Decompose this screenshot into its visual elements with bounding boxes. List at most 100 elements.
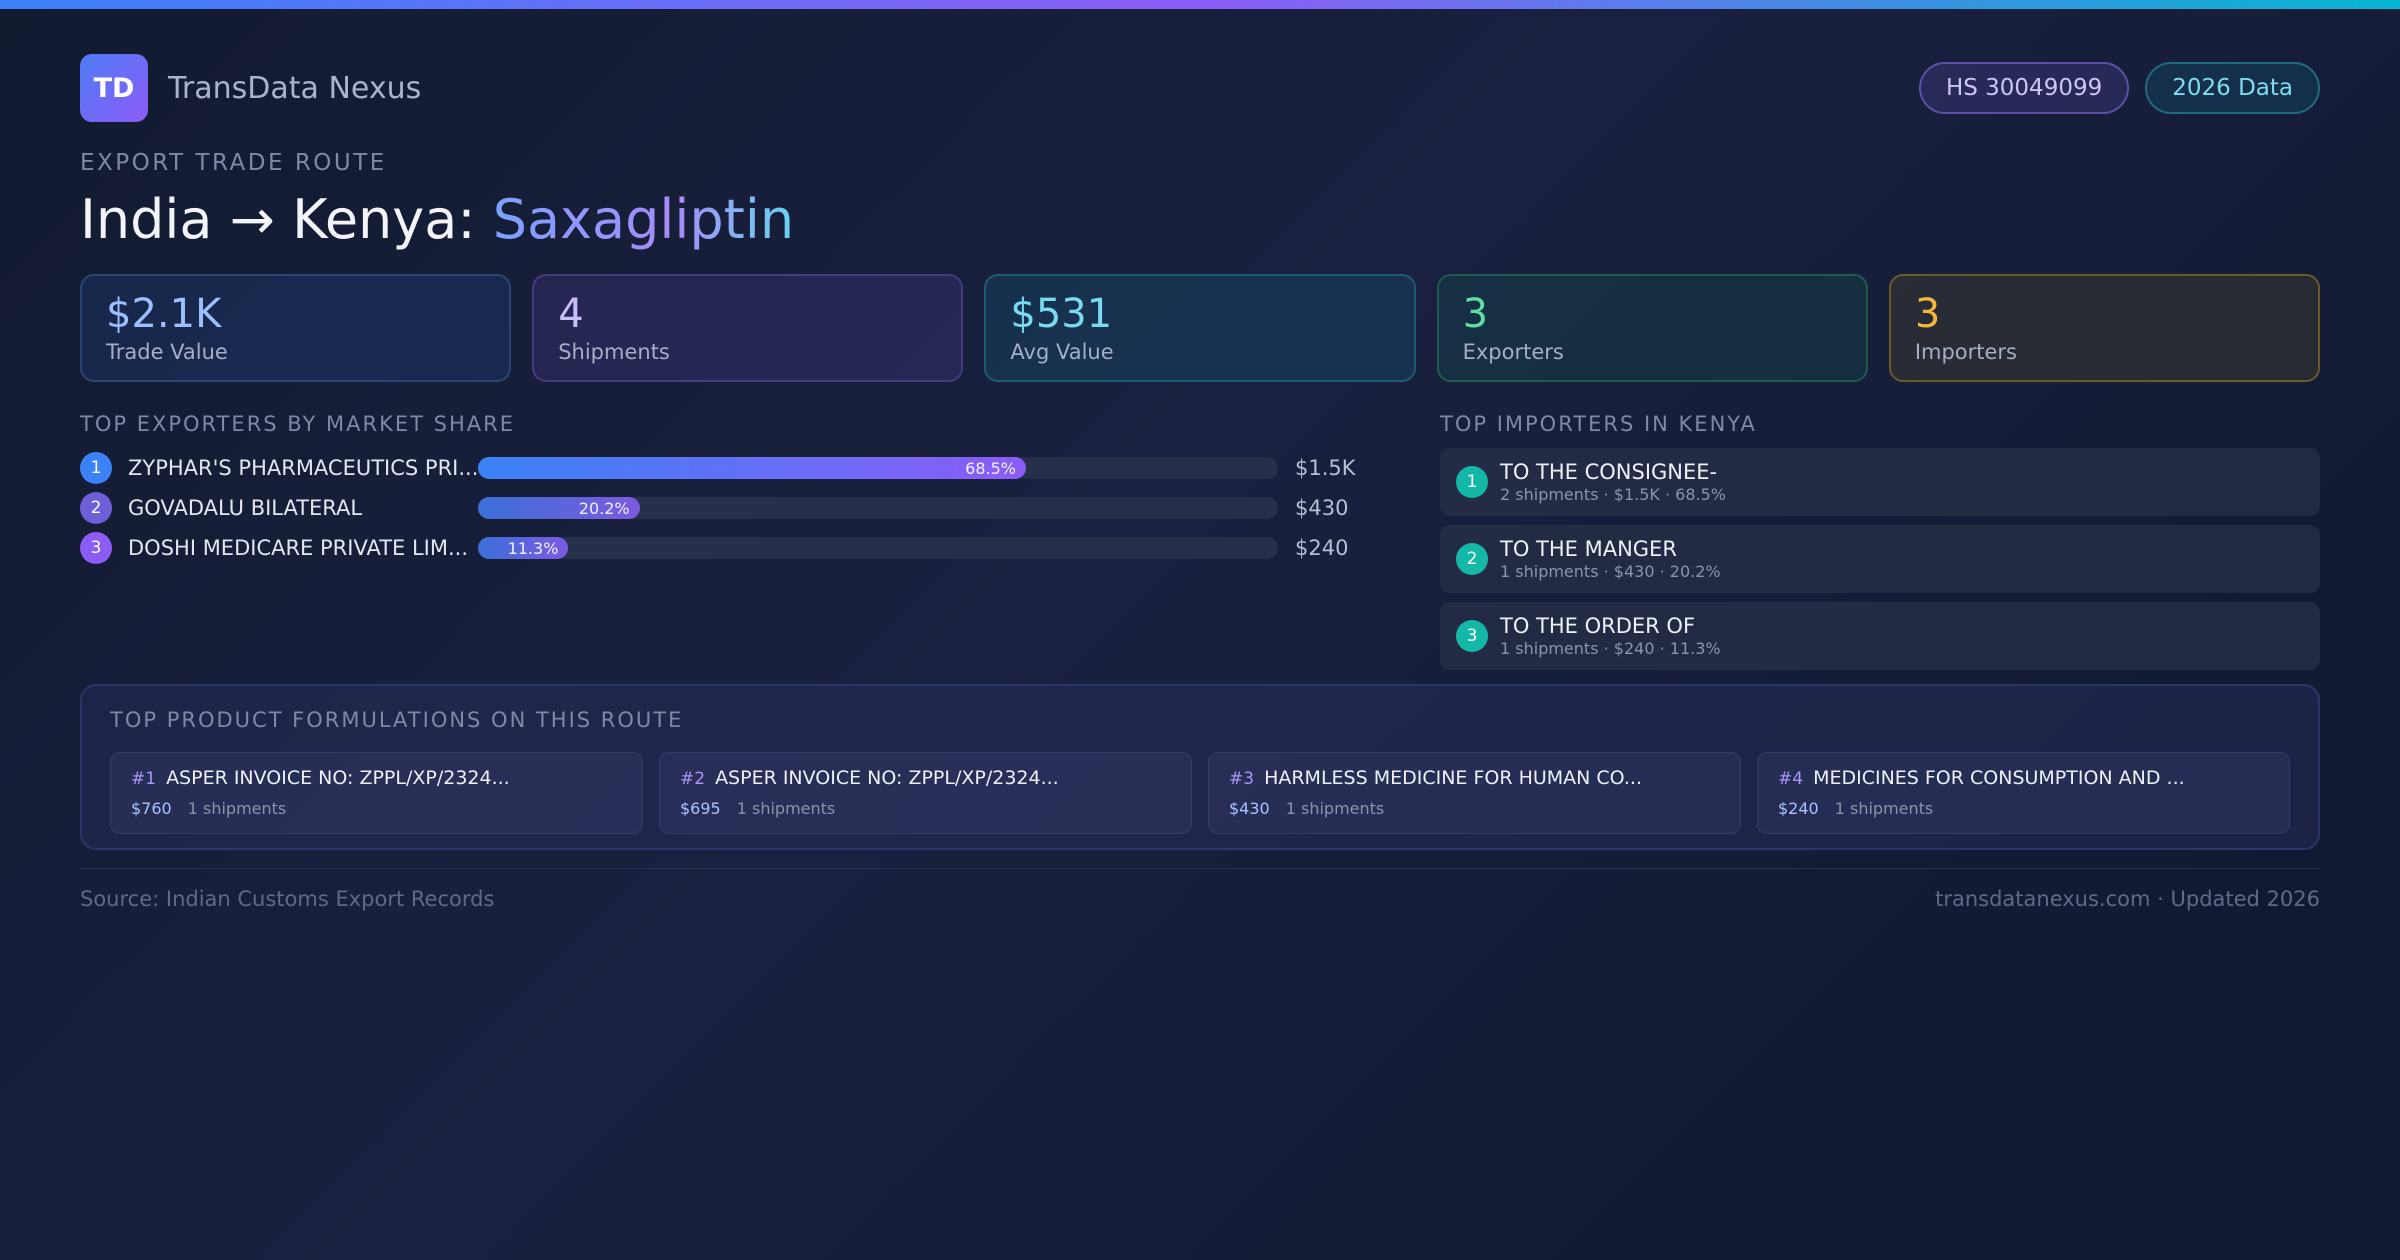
brand-name: TransData Nexus: [168, 70, 422, 106]
footer-site: transdatanexus.com · Updated 2026: [1935, 887, 2320, 911]
formulation-count: 1 shipments: [736, 799, 836, 818]
exporter-rank: 1: [80, 452, 112, 484]
formulation-card: #3 HARMLESS MEDICINE FOR HUMAN CO... $430…: [1208, 752, 1741, 834]
importer-text: TO THE ORDER OF 1 shipments · $240 · 11.…: [1500, 613, 1721, 659]
stat-value: $531: [1010, 291, 1113, 337]
formulation-number: #4: [1778, 769, 1804, 789]
share-label: 11.3%: [507, 538, 559, 558]
share-bar-fill: 68.5%: [478, 457, 1026, 479]
stat-label: Exporters: [1462, 340, 1564, 364]
title-route: India → Kenya:: [80, 188, 493, 251]
formulation-header: #3 HARMLESS MEDICINE FOR HUMAN CO...: [1229, 767, 1720, 789]
importer-meta: 2 shipments · $1.5K · 68.5%: [1500, 485, 1726, 504]
formulation-stats: $430 1 shipments: [1229, 799, 1720, 818]
importer-meta: 1 shipments · $430 · 20.2%: [1500, 562, 1721, 581]
formulations-title: TOP PRODUCT FORMULATIONS ON THIS ROUTE: [110, 708, 684, 732]
importer-card: 3 TO THE ORDER OF 1 shipments · $240 · 1…: [1440, 602, 2320, 670]
importer-rank: 1: [1456, 466, 1488, 498]
exporter-rank: 3: [80, 532, 112, 564]
exporter-value: $240: [1295, 536, 1349, 560]
exporter-value: $1.5K: [1295, 456, 1356, 480]
importer-rank: 2: [1456, 543, 1488, 575]
footer-divider: [80, 868, 2320, 869]
importer-meta: 1 shipments · $240 · 11.3%: [1500, 639, 1721, 658]
brand-logo: TD: [80, 54, 148, 122]
formulation-name: HARMLESS MEDICINE FOR HUMAN CO...: [1264, 767, 1642, 789]
exporters-title: TOP EXPORTERS BY MARKET SHARE: [80, 412, 516, 436]
formulation-card: #4 MEDICINES FOR CONSUMPTION AND ... $240…: [1757, 752, 2290, 834]
exporter-value: $430: [1295, 496, 1349, 520]
exporter-row: 3 DOSHI MEDICARE PRIVATE LIM... 11.3% $2…: [80, 528, 1360, 568]
importer-name: TO THE ORDER OF: [1500, 614, 1696, 638]
share-bar-track: 11.3%: [478, 537, 1278, 559]
formulation-stats: $760 1 shipments: [131, 799, 622, 818]
stat-value: 3: [1462, 291, 1489, 337]
formulation-amount: $240: [1778, 799, 1819, 818]
stat-value: 3: [1914, 291, 1941, 337]
data-year-badge: 2026 Data: [2145, 62, 2320, 114]
exporter-name: DOSHI MEDICARE PRIVATE LIM...: [128, 536, 469, 560]
page: TD TransData Nexus HS 30049099 2026 Data…: [80, 54, 2321, 911]
formulation-header: #1 ASPER INVOICE NO: ZPPL/XP/2324...: [131, 767, 622, 789]
formulation-count: 1 shipments: [187, 799, 287, 818]
exporter-rank: 2: [80, 492, 112, 524]
formulation-number: #1: [131, 769, 157, 789]
importer-rank: 3: [1456, 620, 1488, 652]
share-label: 20.2%: [578, 498, 630, 518]
stat-value: $2.1K: [106, 291, 222, 337]
footer: Source: Indian Customs Export Records tr…: [80, 887, 2320, 911]
importers-list: 1 TO THE CONSIGNEE- 2 shipments · $1.5K …: [1440, 448, 2320, 670]
exporters-section: TOP EXPORTERS BY MARKET SHARE 1 ZYPHAR'S…: [80, 412, 1360, 682]
badges: HS 30049099 2026 Data: [1918, 62, 2320, 114]
stat-importers: 3 Importers: [1888, 274, 2321, 382]
stat-trade-value: $2.1K Trade Value: [80, 274, 512, 382]
importers-section: TOP IMPORTERS IN KENYA 1 TO THE CONSIGNE…: [1440, 412, 2320, 682]
share-bar-track: 20.2%: [478, 497, 1278, 519]
header: TD TransData Nexus HS 30049099 2026 Data: [80, 54, 2320, 122]
formulations-panel: TOP PRODUCT FORMULATIONS ON THIS ROUTE #…: [80, 684, 2320, 850]
middle-section: TOP EXPORTERS BY MARKET SHARE 1 ZYPHAR'S…: [80, 412, 2320, 682]
stat-label: Avg Value: [1010, 340, 1114, 364]
formulation-stats: $240 1 shipments: [1778, 799, 2269, 818]
formulation-amount: $430: [1229, 799, 1270, 818]
formulation-header: #4 MEDICINES FOR CONSUMPTION AND ...: [1778, 767, 2269, 789]
share-bar-track: 68.5%: [478, 457, 1278, 479]
formulation-number: #2: [680, 769, 706, 789]
exporter-name: GOVADALU BILATERAL: [128, 496, 363, 520]
importer-text: TO THE MANGER 1 shipments · $430 · 20.2%: [1500, 536, 1721, 582]
footer-source: Source: Indian Customs Export Records: [80, 887, 495, 911]
stats-row: $2.1K Trade Value 4 Shipments $531 Avg V…: [80, 274, 2321, 382]
stat-label: Importers: [1914, 340, 2018, 364]
exporter-row: 2 GOVADALU BILATERAL 20.2% $430: [80, 488, 1360, 528]
importer-text: TO THE CONSIGNEE- 2 shipments · $1.5K · …: [1500, 459, 1726, 505]
share-bar-fill: 11.3%: [478, 537, 569, 559]
page-title: India → Kenya: Saxagliptin: [80, 188, 2320, 258]
brand: TD TransData Nexus: [80, 54, 421, 122]
stat-shipments: 4 Shipments: [532, 274, 964, 382]
formulation-amount: $695: [680, 799, 721, 818]
importer-name: TO THE MANGER: [1500, 537, 1677, 561]
stat-label: Trade Value: [106, 340, 228, 364]
importer-card: 2 TO THE MANGER 1 shipments · $430 · 20.…: [1440, 525, 2320, 593]
importers-title: TOP IMPORTERS IN KENYA: [1440, 412, 1757, 436]
top-accent-bar: [0, 0, 2400, 9]
exporter-row: 1 ZYPHAR'S PHARMACEUTICS PRI... 68.5% $1…: [80, 448, 1360, 488]
formulation-stats: $695 1 shipments: [680, 799, 1171, 818]
exporter-name: ZYPHAR'S PHARMACEUTICS PRI...: [128, 456, 478, 480]
formulation-name: ASPER INVOICE NO: ZPPL/XP/2324...: [166, 767, 510, 789]
share-bar-fill: 20.2%: [478, 497, 640, 519]
formulation-count: 1 shipments: [1834, 799, 1934, 818]
formulation-card: #2 ASPER INVOICE NO: ZPPL/XP/2324... $695…: [659, 752, 1192, 834]
formulations-list: #1 ASPER INVOICE NO: ZPPL/XP/2324... $760…: [110, 752, 2290, 834]
formulation-card: #1 ASPER INVOICE NO: ZPPL/XP/2324... $760…: [110, 752, 643, 834]
formulation-amount: $760: [131, 799, 172, 818]
importer-name: TO THE CONSIGNEE-: [1500, 460, 1718, 484]
stat-exporters: 3 Exporters: [1436, 274, 1868, 382]
stat-label: Shipments: [558, 340, 670, 364]
importer-card: 1 TO THE CONSIGNEE- 2 shipments · $1.5K …: [1440, 448, 2320, 516]
exporters-list: 1 ZYPHAR'S PHARMACEUTICS PRI... 68.5% $1…: [80, 448, 1360, 568]
formulation-count: 1 shipments: [1285, 799, 1385, 818]
share-label: 68.5%: [965, 458, 1016, 478]
hs-code-badge: HS 30049099: [1918, 62, 2130, 114]
formulation-header: #2 ASPER INVOICE NO: ZPPL/XP/2324...: [680, 767, 1171, 789]
